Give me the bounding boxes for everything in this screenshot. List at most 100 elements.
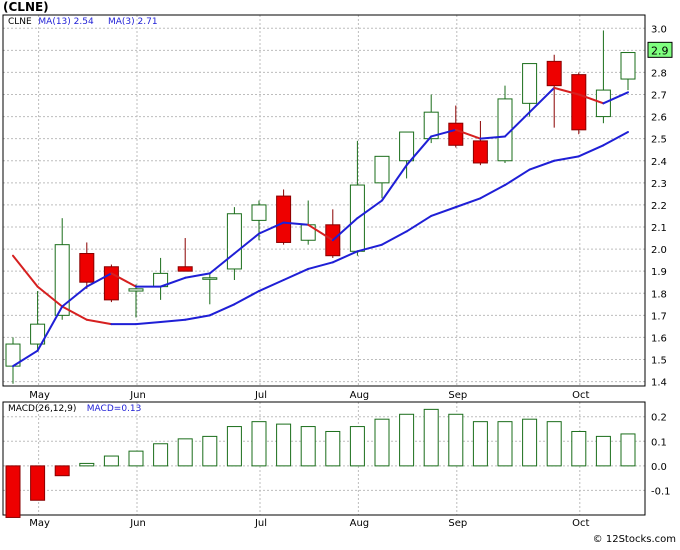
price-y-tick-label: 2.1	[651, 223, 667, 234]
price-legend-item: MA(13) 2.54	[38, 17, 94, 27]
ma13-line-segment	[184, 272, 211, 279]
candle-body-up	[497, 98, 513, 162]
ma3-line-segment	[602, 131, 629, 147]
macd-bar-positive	[374, 418, 390, 467]
candle-body-down	[546, 60, 562, 87]
candle-body-up	[54, 244, 70, 316]
ma3-line-segment	[504, 168, 531, 187]
macd-bar-positive	[423, 408, 439, 467]
macd-legend-item: MACD(26,12,9)	[8, 404, 76, 414]
macd-x-tick-label: Jul	[254, 518, 267, 529]
ma3-line-segment	[61, 305, 88, 321]
candle-body-down	[448, 122, 464, 146]
macd-bar-positive	[103, 455, 119, 467]
ma13-line-segment	[208, 252, 236, 275]
ma3-line-segment	[479, 184, 506, 200]
candle-body-down	[177, 266, 193, 272]
ma3-line-segment	[85, 318, 113, 326]
macd-y-tick-label: 0.1	[651, 437, 667, 448]
macd-bar-negative	[30, 465, 46, 501]
ma3-line-segment	[159, 318, 187, 323]
ma13-line-segment	[381, 164, 408, 202]
candle-body-up	[202, 277, 218, 280]
ma3-line-segment	[307, 261, 334, 270]
price-y-tick-label: 2.0	[651, 245, 667, 256]
ma3-line-segment	[36, 285, 64, 308]
macd-bar-positive	[177, 438, 193, 467]
macd-bar-positive	[595, 435, 611, 467]
macd-bar-positive	[472, 421, 488, 467]
ma13-line-segment	[528, 86, 556, 114]
price-y-tick-label: 1.6	[651, 333, 667, 344]
ma13-line-segment	[110, 272, 137, 288]
candle-body-up	[423, 111, 439, 140]
ma3-line-segment	[208, 303, 236, 317]
candle-body-up	[30, 323, 46, 345]
ma3-line-segment	[282, 267, 310, 281]
macd-bar-positive	[276, 423, 292, 467]
candle-body-down	[79, 253, 95, 283]
price-y-tick-label: 1.4	[651, 378, 667, 389]
price-y-tick-label: 2.4	[651, 157, 667, 168]
candle-body-down	[472, 140, 488, 164]
macd-x-tick-label: Sep	[448, 518, 467, 529]
macd-x-tick-label: Jun	[129, 518, 146, 529]
ma13-line-segment	[356, 199, 383, 220]
ma13-line-segment	[36, 305, 64, 352]
candle-body-up	[128, 288, 144, 292]
ma3-line-segment	[577, 144, 605, 158]
macd-bar-negative	[5, 465, 21, 518]
price-y-tick-label: 2.5	[651, 135, 667, 146]
macd-bar-positive	[153, 443, 169, 467]
price-legend-item: CLNE	[8, 17, 32, 27]
candle-body-up	[620, 52, 636, 80]
last-price-marker	[647, 41, 673, 58]
ma3-line-segment	[528, 159, 556, 171]
macd-bar-positive	[448, 413, 464, 467]
price-y-tick-label: 1.9	[651, 267, 667, 278]
macd-bar-positive	[300, 426, 316, 467]
ma13-line-segment	[454, 128, 482, 140]
price-x-tick-label: Jun	[129, 390, 146, 401]
macd-bar-positive	[620, 433, 636, 467]
macd-panel-frame	[2, 401, 646, 516]
price-y-tick-label: 1.7	[651, 311, 667, 322]
macd-y-tick-label: -0.1	[651, 486, 671, 497]
macd-bar-positive	[399, 413, 415, 467]
macd-bar-positive	[251, 421, 267, 467]
ma3-line-segment	[233, 290, 260, 306]
macd-bar-positive	[546, 421, 562, 467]
macd-bar-positive	[497, 421, 513, 467]
macd-y-tick-label: 0.2	[651, 413, 667, 424]
ma13-line-segment	[430, 128, 457, 138]
ma13-line-segment	[405, 135, 433, 167]
ma3-line-segment	[331, 250, 359, 264]
ma13-line-segment	[61, 285, 88, 308]
ma3-line-segment	[454, 197, 482, 209]
ma3-line-segment	[405, 214, 433, 233]
price-x-tick-label: Sep	[448, 390, 467, 401]
price-y-tick-label: 3.0	[651, 24, 667, 35]
macd-bar-positive	[79, 462, 95, 467]
ma13-line-segment	[233, 232, 260, 255]
credit-text: © 12Stocks.com	[592, 534, 676, 545]
candle-body-down	[276, 195, 292, 243]
price-y-tick-label: 2.2	[651, 201, 667, 212]
ma13-line-segment	[553, 86, 580, 96]
price-y-tick-label: 1.8	[651, 289, 667, 300]
macd-bar-negative	[54, 465, 70, 477]
ma3-line-segment	[184, 314, 211, 321]
price-x-tick-label: Oct	[572, 390, 589, 401]
candle-body-up	[522, 63, 538, 104]
chart-title: (CLNE)	[3, 0, 49, 14]
price-legend-item: MA(3) 2.71	[108, 17, 158, 27]
ma13-line-segment	[12, 349, 39, 368]
candle-body-up	[226, 213, 242, 270]
macd-x-tick-label: Aug	[350, 518, 370, 529]
candle-body-up	[374, 155, 390, 184]
ma13-line-segment	[258, 221, 285, 235]
price-y-tick-label: 2.6	[651, 113, 667, 124]
ma13-line-segment	[479, 135, 506, 140]
